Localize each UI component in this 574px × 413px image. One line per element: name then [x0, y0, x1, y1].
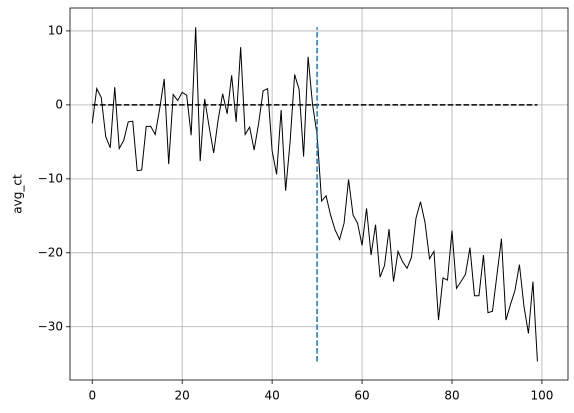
y-tick-label: −30 [38, 319, 63, 333]
y-tick-label: −10 [38, 171, 63, 185]
y-axis-label: avg_ct [11, 174, 25, 214]
data-line [91, 27, 538, 362]
x-tick-label: 80 [444, 389, 459, 403]
x-tick-label: 60 [354, 389, 369, 403]
y-tick-label: 10 [48, 23, 63, 37]
x-tick-label: 40 [264, 389, 279, 403]
x-tick-label: 20 [175, 389, 190, 403]
y-tick-label: 0 [55, 97, 63, 111]
plot-frame [69, 7, 569, 381]
x-tick-label: 0 [88, 389, 96, 403]
x-tick-label: 100 [530, 389, 553, 403]
y-tick-label: −20 [38, 245, 63, 259]
